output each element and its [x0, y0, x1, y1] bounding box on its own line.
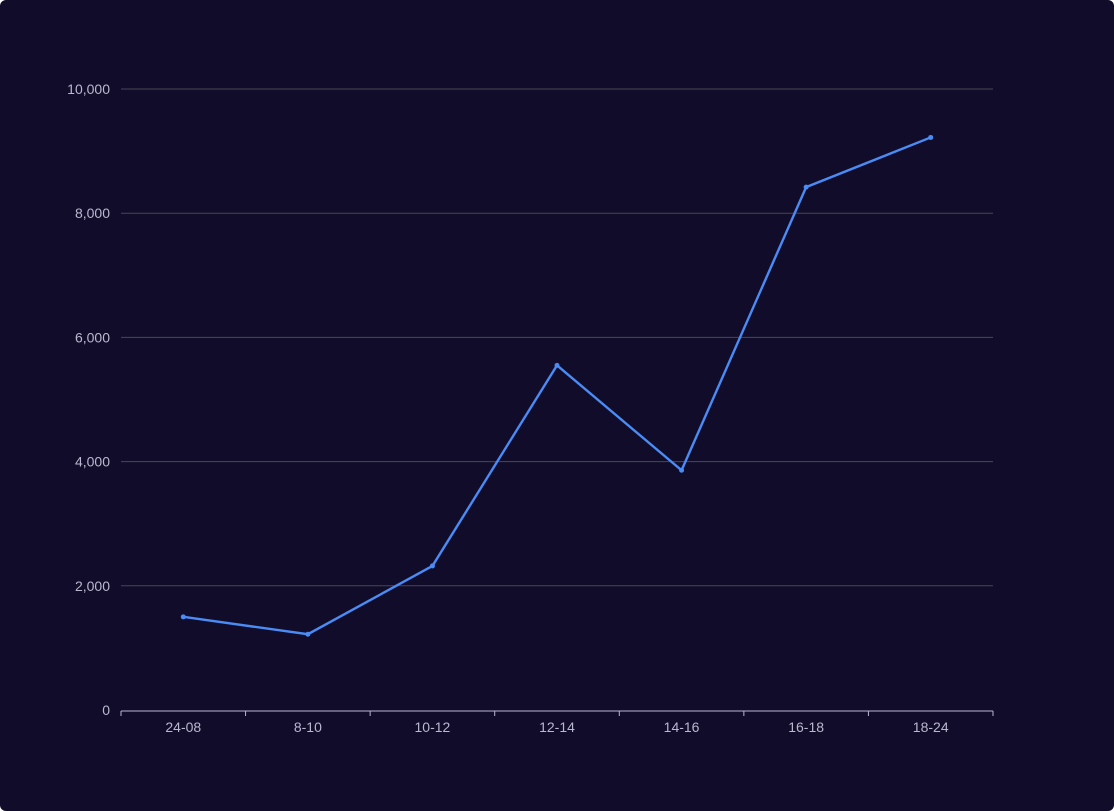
x-tick-label: 14-16: [664, 719, 700, 735]
data-point[interactable]: [305, 632, 310, 637]
y-tick-label: 10,000: [67, 81, 110, 97]
x-axis-labels: 24-08 8-10 10-12 12-14 14-16 16-18 18-24: [165, 719, 948, 735]
data-point[interactable]: [430, 563, 435, 568]
y-tick-label: 0: [102, 702, 110, 718]
y-tick-label: 2,000: [75, 578, 110, 594]
series-line: [183, 137, 930, 634]
data-point[interactable]: [928, 135, 933, 140]
x-tick-label: 10-12: [415, 719, 451, 735]
data-point[interactable]: [555, 363, 560, 368]
data-point[interactable]: [181, 614, 186, 619]
x-tick-label: 12-14: [539, 719, 575, 735]
y-tick-label: 4,000: [75, 454, 110, 470]
x-tick-label: 16-18: [788, 719, 824, 735]
x-tick-label: 8-10: [294, 719, 322, 735]
series-group: [181, 135, 933, 637]
y-axis-labels: 0 2,000 4,000 6,000 8,000 10,000: [67, 81, 110, 718]
y-tick-label: 8,000: [75, 205, 110, 221]
y-tick-label: 6,000: [75, 329, 110, 345]
x-tick-label: 18-24: [913, 719, 949, 735]
data-point[interactable]: [804, 185, 809, 190]
data-point[interactable]: [679, 468, 684, 473]
x-tick-label: 24-08: [165, 719, 201, 735]
x-axis: [121, 711, 993, 716]
